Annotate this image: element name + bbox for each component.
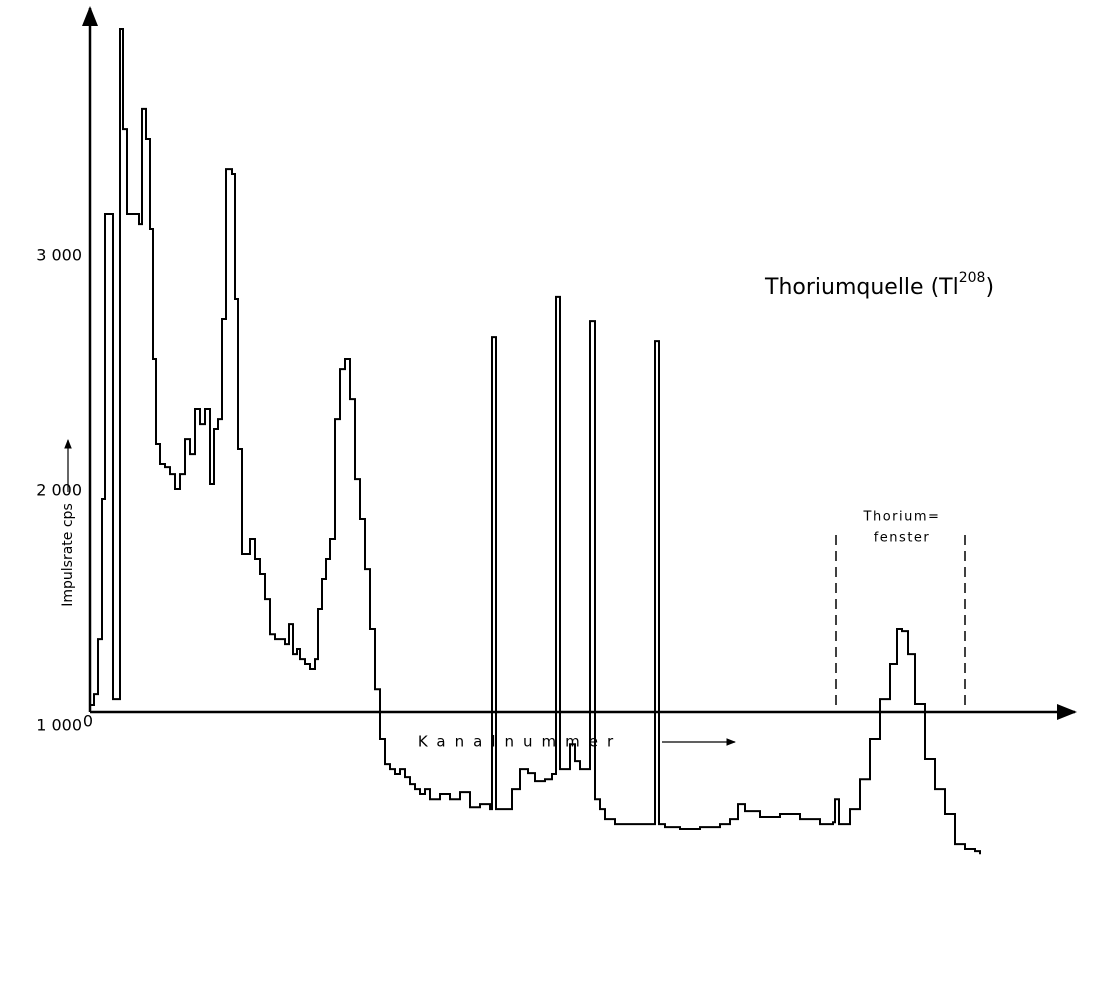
spectrum-line — [90, 27, 981, 855]
x-axis-label: Kanalnummer — [418, 733, 622, 751]
title-text: Thoriumquelle (Tl — [764, 275, 959, 300]
y-tick-label: 1 000 — [36, 716, 82, 735]
y-tick-label: 2 000 — [36, 481, 82, 500]
origin-label: 0 — [83, 712, 93, 731]
title-superscript: 208 — [959, 270, 986, 286]
annotation: Thorium= — [863, 510, 941, 525]
annotation: fenster — [874, 531, 931, 546]
y-axis-label: Impulsrate cps — [60, 503, 76, 606]
title-suffix: ) — [985, 275, 994, 300]
y-tick-label: 3 000 — [36, 246, 82, 265]
chart-title: Thoriumquelle (Tl208) — [764, 270, 994, 300]
